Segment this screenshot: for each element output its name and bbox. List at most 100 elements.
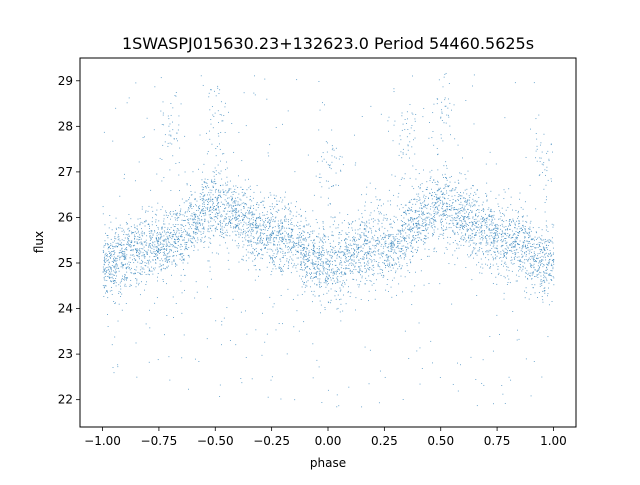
data-point bbox=[172, 224, 174, 226]
data-point bbox=[170, 227, 172, 229]
data-point bbox=[204, 182, 206, 184]
data-point bbox=[480, 243, 482, 245]
data-point bbox=[238, 226, 240, 228]
data-point bbox=[275, 256, 277, 257]
data-point bbox=[521, 256, 523, 258]
data-point bbox=[482, 217, 484, 219]
data-point bbox=[289, 248, 291, 250]
data-point bbox=[412, 230, 413, 232]
data-point bbox=[454, 208, 456, 210]
data-point bbox=[401, 225, 403, 226]
data-point bbox=[546, 263, 548, 265]
data-point bbox=[103, 268, 105, 270]
data-point bbox=[440, 187, 441, 189]
data-point bbox=[177, 247, 178, 249]
data-point bbox=[432, 227, 433, 229]
data-point bbox=[136, 238, 138, 240]
data-point bbox=[126, 247, 128, 248]
data-point bbox=[232, 215, 234, 217]
data-point bbox=[182, 258, 184, 260]
data-point bbox=[462, 225, 464, 227]
data-point bbox=[521, 270, 523, 272]
data-point bbox=[409, 242, 411, 244]
data-point bbox=[120, 251, 122, 253]
data-point bbox=[271, 203, 273, 205]
data-point bbox=[361, 221, 363, 222]
data-point bbox=[470, 204, 472, 206]
data-point bbox=[390, 243, 392, 245]
data-point bbox=[237, 218, 239, 220]
data-point bbox=[435, 193, 436, 195]
data-point bbox=[382, 274, 384, 276]
data-point bbox=[336, 257, 338, 259]
data-point bbox=[352, 240, 354, 242]
data-point bbox=[102, 285, 104, 286]
data-point bbox=[111, 253, 113, 255]
data-point bbox=[480, 231, 482, 233]
data-point bbox=[343, 268, 345, 269]
data-point bbox=[167, 265, 169, 267]
data-point bbox=[184, 211, 186, 213]
data-point bbox=[422, 213, 424, 215]
data-point bbox=[210, 196, 212, 198]
data-point bbox=[172, 235, 174, 237]
data-point bbox=[140, 241, 142, 243]
data-point bbox=[135, 269, 137, 271]
data-point bbox=[327, 263, 329, 265]
data-point bbox=[414, 218, 416, 220]
data-point bbox=[189, 202, 191, 204]
data-point bbox=[379, 266, 381, 268]
data-point bbox=[362, 271, 363, 273]
data-point bbox=[511, 221, 512, 223]
data-point bbox=[124, 279, 125, 281]
data-point bbox=[541, 259, 543, 261]
data-point bbox=[546, 255, 548, 257]
data-point bbox=[312, 230, 314, 232]
data-point bbox=[237, 187, 239, 188]
data-point bbox=[287, 233, 289, 234]
data-point bbox=[150, 247, 152, 249]
data-point bbox=[527, 259, 529, 260]
data-point bbox=[234, 197, 236, 199]
data-point bbox=[231, 207, 233, 209]
data-point bbox=[373, 251, 374, 253]
data-point bbox=[424, 225, 426, 227]
data-point bbox=[472, 216, 474, 218]
data-point bbox=[321, 247, 323, 249]
data-point bbox=[241, 258, 243, 260]
data-point bbox=[106, 260, 108, 262]
data-point bbox=[367, 231, 369, 233]
data-point bbox=[531, 238, 533, 240]
data-point bbox=[468, 225, 469, 226]
data-point bbox=[388, 260, 390, 262]
data-point bbox=[401, 229, 403, 231]
data-point bbox=[262, 258, 263, 260]
data-point bbox=[157, 228, 159, 230]
data-point bbox=[406, 225, 408, 227]
data-point bbox=[201, 219, 203, 221]
data-point bbox=[482, 208, 484, 210]
data-point bbox=[124, 249, 126, 251]
data-point bbox=[253, 222, 254, 224]
data-point bbox=[133, 224, 135, 226]
data-point bbox=[549, 275, 551, 276]
data-point bbox=[443, 237, 445, 239]
data-point bbox=[267, 222, 269, 224]
data-point bbox=[151, 221, 153, 223]
data-point bbox=[137, 236, 139, 237]
data-point bbox=[264, 221, 265, 223]
data-point bbox=[113, 266, 115, 268]
data-point bbox=[287, 204, 289, 206]
data-point bbox=[358, 272, 360, 274]
data-point bbox=[194, 215, 196, 217]
data-point bbox=[249, 224, 251, 226]
data-point bbox=[169, 232, 171, 234]
data-point bbox=[279, 237, 281, 239]
data-point bbox=[532, 272, 534, 274]
data-point bbox=[346, 257, 347, 259]
data-point bbox=[415, 235, 417, 236]
data-point bbox=[250, 218, 252, 220]
data-point bbox=[238, 228, 239, 230]
data-point bbox=[262, 224, 264, 226]
data-point bbox=[387, 256, 389, 258]
